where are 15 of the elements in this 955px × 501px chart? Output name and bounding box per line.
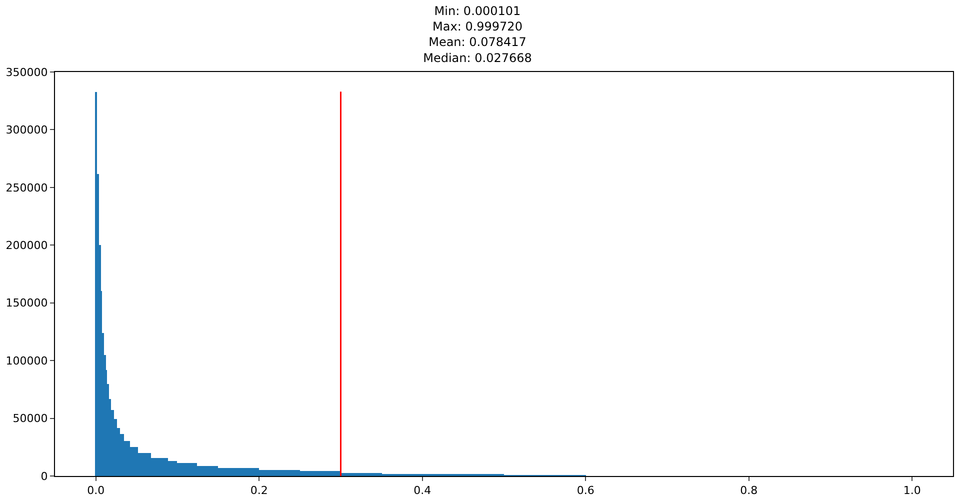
x-tick-label: 0.8 xyxy=(740,484,758,498)
y-tick-label: 0 xyxy=(40,470,48,483)
chart-title: Min: 0.000101 Max: 0.999720 Mean: 0.078417 Median: 0.027668 xyxy=(423,4,532,65)
x-tick-label: 1.0 xyxy=(903,484,921,498)
y-tick-label: 350000 xyxy=(6,66,48,79)
x-tick-label: 0.2 xyxy=(250,484,268,498)
x-tick-label: 0.4 xyxy=(414,484,432,498)
y-tick-label: 200000 xyxy=(6,238,48,252)
x-tick-label: 0.6 xyxy=(576,484,594,498)
y-tick-label: 250000 xyxy=(6,181,48,194)
y-tick-label: 300000 xyxy=(6,124,48,137)
y-tick-label: 100000 xyxy=(6,354,48,368)
x-tick-label: 0.0 xyxy=(87,484,105,498)
y-tick-label: 50000 xyxy=(12,412,48,426)
y-tick-label: 150000 xyxy=(6,296,48,310)
